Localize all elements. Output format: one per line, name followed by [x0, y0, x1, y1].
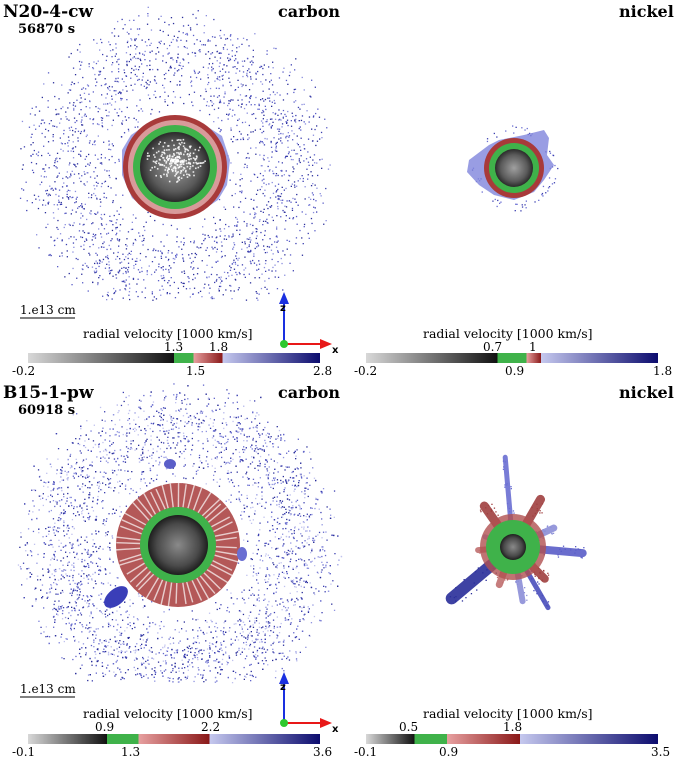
- axis-origin: [280, 719, 288, 727]
- colorbar-2: [366, 353, 658, 363]
- model-name: N20-4-cw: [3, 2, 94, 22]
- scale-bar-label: 1.e13 cm: [20, 303, 76, 317]
- tick-1-8: 1.8: [209, 340, 229, 354]
- axis-x-arrowhead: [320, 339, 332, 349]
- time-label: 56870 s: [18, 22, 76, 37]
- tick-min: -0.1: [354, 745, 378, 759]
- tick-0-9: 0.9: [505, 364, 525, 378]
- scale-bar-label: 1.e13 cm: [20, 682, 76, 696]
- panel-b15-nickel: nickel radial velocity [1000 km/s] 0.5 1…: [349, 382, 698, 763]
- inner-core: [148, 515, 208, 575]
- particle-plot-n20-carbon: [19, 6, 332, 363]
- element-label: nickel: [619, 383, 674, 402]
- particle-plot-b15-carbon: [17, 383, 343, 744]
- tick-0-7: 0.7: [483, 340, 503, 354]
- colorbar-1: [28, 353, 320, 363]
- tick-0-9: 0.9: [439, 745, 459, 759]
- colorbar-title: radial velocity [1000 km/s]: [423, 326, 593, 341]
- axis-z-label: z: [280, 303, 286, 314]
- colorbar-4: [366, 734, 658, 744]
- tick-1-5: 1.5: [186, 364, 206, 378]
- particle-plot-b15-nickel: [366, 454, 658, 744]
- axis-origin: [280, 340, 288, 348]
- axis-x-arrowhead: [320, 718, 332, 728]
- colorbar-title: radial velocity [1000 km/s]: [83, 326, 253, 341]
- tick-0-9: 0.9: [95, 720, 115, 734]
- element-label: nickel: [619, 2, 674, 21]
- tick-max: 1.8: [653, 364, 673, 378]
- tick-2-2: 2.2: [201, 720, 221, 734]
- axis-x-label: x: [332, 724, 339, 735]
- tick-1: 1: [529, 340, 537, 354]
- axis-x-label: x: [332, 345, 339, 356]
- tick-max: 3.6: [313, 745, 333, 759]
- element-label: carbon: [278, 383, 341, 402]
- colorbar-title: radial velocity [1000 km/s]: [423, 706, 593, 721]
- axis-z-arrowhead: [279, 292, 289, 304]
- element-label: carbon: [278, 2, 341, 21]
- tick-1-3: 1.3: [164, 340, 184, 354]
- inner-core: [500, 534, 526, 560]
- axis-z-arrowhead: [279, 672, 289, 684]
- panel-n20-nickel: nickel radial velocity [1000 km/s] 0.7 1…: [349, 0, 698, 382]
- panel-b15-carbon: B15-1-pw 60918 s carbon 1.e13 cm z x rad…: [0, 382, 349, 763]
- tick-min: -0.1: [12, 745, 36, 759]
- model-name: B15-1-pw: [3, 383, 94, 403]
- tick-0-5: 0.5: [399, 720, 419, 734]
- tick-1-8: 1.8: [503, 720, 523, 734]
- axis-z-label: z: [280, 682, 286, 693]
- tick-max: 3.5: [651, 745, 671, 759]
- panel-n20-carbon: N20-4-cw 56870 s carbon 1.e13 cm z x rad…: [0, 0, 349, 382]
- tick-min: -0.2: [12, 364, 36, 378]
- colorbar-title: radial velocity [1000 km/s]: [83, 706, 253, 721]
- inner-core: [495, 149, 533, 187]
- tick-min: -0.2: [354, 364, 378, 378]
- colorbar-3: [28, 734, 320, 744]
- particle-plot-n20-nickel: [366, 125, 658, 363]
- tick-1-3: 1.3: [121, 745, 141, 759]
- time-label: 60918 s: [18, 403, 76, 418]
- tick-max: 2.8: [313, 364, 333, 378]
